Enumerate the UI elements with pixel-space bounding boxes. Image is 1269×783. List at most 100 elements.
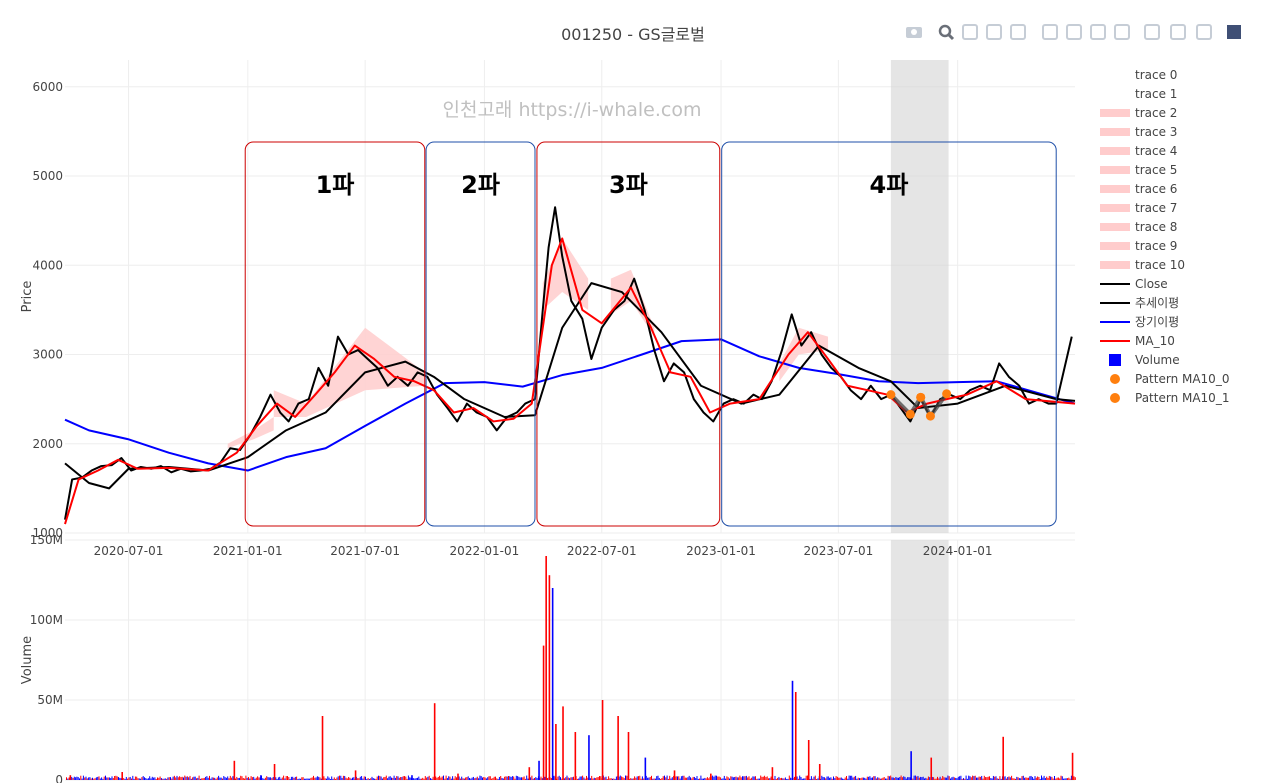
volume-bar bbox=[605, 776, 607, 780]
volume-bar bbox=[765, 777, 767, 780]
volume-bar bbox=[440, 777, 442, 780]
volume-bar bbox=[794, 692, 797, 780]
zoom-in-icon[interactable] bbox=[1042, 24, 1058, 40]
volume-bar bbox=[306, 778, 308, 780]
volume-bar bbox=[337, 776, 339, 780]
volume-bar bbox=[99, 778, 101, 780]
volume-bar bbox=[989, 776, 990, 780]
volume-bar bbox=[419, 778, 421, 780]
volume-bar bbox=[242, 778, 244, 780]
volume-bar bbox=[805, 775, 807, 780]
lasso-select-icon[interactable] bbox=[1010, 24, 1026, 40]
volume-bar bbox=[885, 778, 886, 780]
volume-bar bbox=[651, 775, 652, 780]
volume-bar bbox=[593, 777, 595, 780]
volume-bar bbox=[558, 775, 560, 780]
volume-bar bbox=[448, 776, 450, 780]
volume-bar bbox=[998, 778, 1000, 780]
zoom-icon[interactable] bbox=[938, 24, 955, 41]
volume-bar bbox=[822, 776, 824, 780]
wave-box bbox=[536, 141, 721, 527]
volume-bar bbox=[346, 778, 348, 780]
volume-bar bbox=[398, 777, 400, 780]
price-tick-label: 3000 bbox=[32, 348, 63, 362]
volume-axis-title: Volume bbox=[20, 636, 35, 684]
volume-bar bbox=[385, 775, 387, 780]
volume-bar bbox=[761, 776, 763, 780]
volume-bar bbox=[82, 775, 84, 780]
volume-bar bbox=[328, 777, 330, 780]
volume-bar bbox=[878, 777, 880, 780]
zoom-out-icon[interactable] bbox=[1066, 24, 1082, 40]
volume-bar bbox=[636, 776, 638, 780]
zoom-handle bbox=[947, 33, 955, 41]
volume-bar bbox=[855, 775, 857, 780]
legend-swatch bbox=[1100, 128, 1130, 136]
volume-bar bbox=[903, 776, 905, 780]
modebar-glyph bbox=[1010, 24, 1026, 40]
volume-bar bbox=[665, 777, 667, 780]
volume-bar bbox=[1037, 776, 1039, 780]
volume-bar bbox=[335, 778, 337, 780]
volume-bar bbox=[388, 776, 390, 780]
volume-bar bbox=[181, 776, 183, 780]
volume-bar bbox=[640, 778, 642, 780]
volume-bar bbox=[194, 776, 196, 780]
volume-bar bbox=[727, 777, 729, 780]
hover-closest-icon[interactable] bbox=[1170, 24, 1186, 40]
volume-bar bbox=[892, 777, 894, 780]
volume-bar bbox=[128, 777, 130, 780]
volume-bar bbox=[112, 778, 114, 780]
wave-box bbox=[425, 141, 536, 527]
legend-label: Close bbox=[1135, 277, 1168, 291]
legend-swatch bbox=[1100, 166, 1130, 174]
volume-bar bbox=[686, 777, 688, 780]
spike-lines-icon[interactable] bbox=[1144, 24, 1160, 40]
zoom-lens bbox=[938, 24, 952, 38]
camera-icon[interactable] bbox=[906, 27, 922, 38]
volume-bar bbox=[238, 777, 240, 780]
volume-bar bbox=[258, 777, 260, 780]
volume-bar bbox=[963, 778, 964, 780]
volume-bar bbox=[562, 706, 564, 780]
volume-bar bbox=[586, 775, 587, 780]
volume-bar bbox=[910, 751, 912, 780]
autoscale-icon[interactable] bbox=[1090, 24, 1106, 40]
volume-bar bbox=[184, 775, 186, 780]
volume-bar bbox=[758, 778, 760, 780]
volume-bar bbox=[770, 776, 772, 780]
volume-bar bbox=[969, 776, 971, 780]
volume-bar bbox=[661, 778, 663, 780]
volume-bar bbox=[76, 776, 78, 780]
volume-bar bbox=[817, 778, 819, 780]
volume-bar bbox=[1043, 775, 1045, 780]
volume-bar bbox=[333, 777, 335, 780]
pan-icon[interactable] bbox=[962, 24, 978, 40]
price-tick-label: 5000 bbox=[32, 169, 63, 183]
volume-bar bbox=[513, 776, 515, 780]
plotly-logo-icon[interactable] bbox=[1227, 25, 1241, 39]
legend-label: Volume bbox=[1135, 353, 1180, 367]
volume-bar bbox=[439, 775, 441, 780]
reset-axes-icon[interactable] bbox=[1114, 24, 1130, 40]
volume-bar bbox=[273, 764, 276, 780]
volume-bar bbox=[301, 777, 303, 780]
volume-bar bbox=[639, 775, 641, 780]
hover-compare-icon[interactable] bbox=[1196, 24, 1212, 40]
volume-bar bbox=[344, 775, 346, 780]
volume-bar bbox=[392, 777, 394, 780]
volume-bar bbox=[89, 777, 91, 780]
volume-bar bbox=[131, 778, 132, 780]
volume-bar bbox=[480, 776, 482, 780]
volume-bar bbox=[784, 777, 786, 780]
volume-bar bbox=[211, 777, 213, 780]
volume-bar bbox=[658, 777, 660, 780]
volume-bar bbox=[753, 776, 755, 780]
volume-bar bbox=[202, 778, 204, 780]
volume-bar bbox=[378, 775, 379, 780]
volume-bar bbox=[985, 777, 987, 780]
volume-bar bbox=[977, 777, 979, 780]
box-select-icon[interactable] bbox=[986, 24, 1002, 40]
volume-bar bbox=[272, 777, 274, 780]
volume-bar bbox=[1028, 777, 1029, 780]
